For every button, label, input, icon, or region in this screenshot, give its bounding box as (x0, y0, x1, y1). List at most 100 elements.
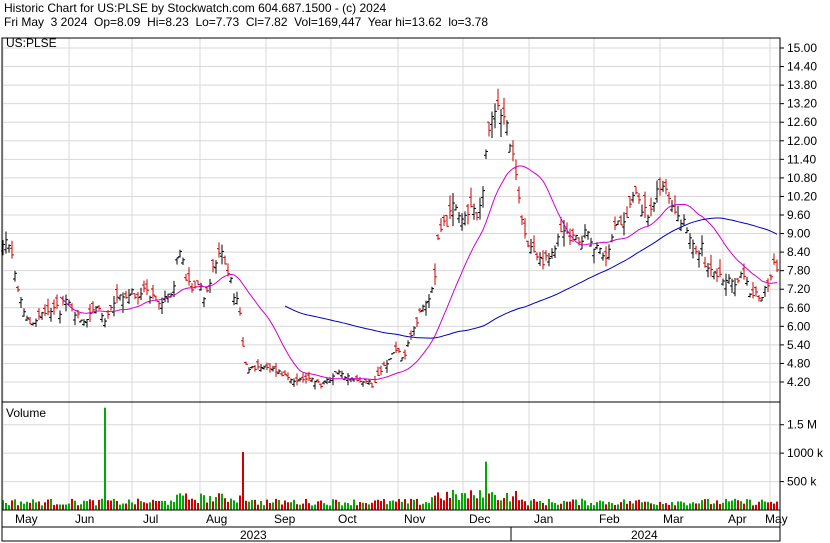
volume-bar (194, 499, 196, 510)
volume-bar (746, 499, 748, 510)
volume-bar (341, 505, 343, 510)
price-bar (142, 280, 146, 293)
volume-bar (662, 503, 664, 510)
volume-bar (647, 501, 649, 510)
volume-bar (725, 499, 727, 510)
volume-bar (290, 502, 292, 510)
price-bar (427, 294, 431, 309)
volume-bar (59, 504, 61, 510)
volume-bar (329, 505, 331, 510)
volume-bar (638, 499, 640, 510)
volume-bar (56, 504, 58, 510)
volume-bar (623, 499, 625, 510)
volume-bar (719, 504, 721, 510)
price-bar (457, 211, 461, 224)
price-bar (73, 311, 77, 326)
price-bar (289, 378, 293, 384)
volume-bar (656, 504, 658, 510)
month-label: Mar (663, 512, 684, 526)
price-bar (751, 281, 755, 299)
volume-bar (563, 500, 565, 510)
price-bar (283, 370, 287, 376)
price-bar (265, 362, 269, 371)
volume-bar (134, 504, 136, 510)
price-bar (703, 256, 707, 268)
price-bar (55, 294, 59, 309)
price-bar (508, 143, 512, 153)
price-bar (130, 288, 134, 295)
price-bar (757, 295, 761, 302)
volume-bar (17, 505, 19, 510)
volume-bar (512, 496, 514, 510)
volume-panel-frame (1, 401, 781, 511)
price-tick-label: 12.60 (787, 115, 817, 129)
price-bar (406, 340, 410, 347)
moving-average-long (284, 217, 778, 339)
price-bar (376, 366, 380, 376)
volume-bar (20, 501, 22, 510)
volume-bar (413, 499, 415, 510)
price-bar (661, 180, 665, 192)
price-bar (556, 233, 560, 247)
volume-bar (710, 504, 712, 510)
price-tick-label: 15.00 (787, 41, 817, 55)
volume-bar (302, 503, 304, 510)
volume-bar (215, 497, 217, 510)
price-bar (493, 103, 497, 129)
price-bar (370, 382, 374, 388)
price-bar (727, 274, 731, 284)
price-bar (58, 310, 62, 324)
price-bar (355, 374, 359, 382)
volume-bar (371, 502, 373, 510)
price-bar (211, 258, 215, 273)
price-bar (388, 358, 392, 361)
volume-bar (641, 502, 643, 510)
volume-bar (2, 500, 4, 510)
price-bar (82, 319, 86, 326)
price-bar (151, 284, 155, 299)
price-bar (286, 372, 290, 381)
month-label: Jul (143, 512, 158, 526)
price-bar (94, 306, 98, 314)
price-bar (568, 228, 572, 246)
price-bar (277, 369, 281, 374)
price-bar (79, 319, 83, 323)
price-tick-label: 13.20 (787, 97, 817, 111)
price-bar (520, 215, 524, 225)
volume-bar (533, 499, 535, 510)
volume-bar (185, 493, 187, 510)
price-bar (331, 373, 335, 386)
price-bar (679, 219, 683, 232)
volume-bar (437, 492, 439, 510)
price-bar (754, 286, 758, 297)
price-bar (49, 307, 53, 322)
volume-bar (77, 505, 79, 510)
price-bar (448, 195, 452, 220)
volume-bar (188, 499, 190, 510)
price-bar (262, 365, 266, 370)
symbol-label: US:PLSE (6, 36, 57, 50)
volume-bar (224, 498, 226, 510)
price-bar (502, 97, 506, 125)
price-bar (517, 186, 521, 204)
volume-bar (689, 503, 691, 510)
month-label: Feb (599, 512, 620, 526)
volume-bar (503, 498, 505, 510)
volume-bar (749, 499, 751, 510)
price-bar (697, 250, 701, 268)
price-bar (268, 363, 272, 373)
price-bar (4, 231, 8, 254)
volume-bar (326, 504, 328, 510)
price-bar (367, 379, 371, 386)
volume-bar (473, 495, 475, 510)
volume-bar (275, 498, 277, 510)
price-bar (553, 245, 557, 259)
volume-bar (347, 503, 349, 510)
price-bar (715, 268, 719, 282)
volume-bar (671, 502, 673, 510)
price-bar (271, 365, 275, 372)
price-bar (469, 187, 473, 208)
price-bar (706, 263, 710, 278)
volume-bar (170, 500, 172, 510)
